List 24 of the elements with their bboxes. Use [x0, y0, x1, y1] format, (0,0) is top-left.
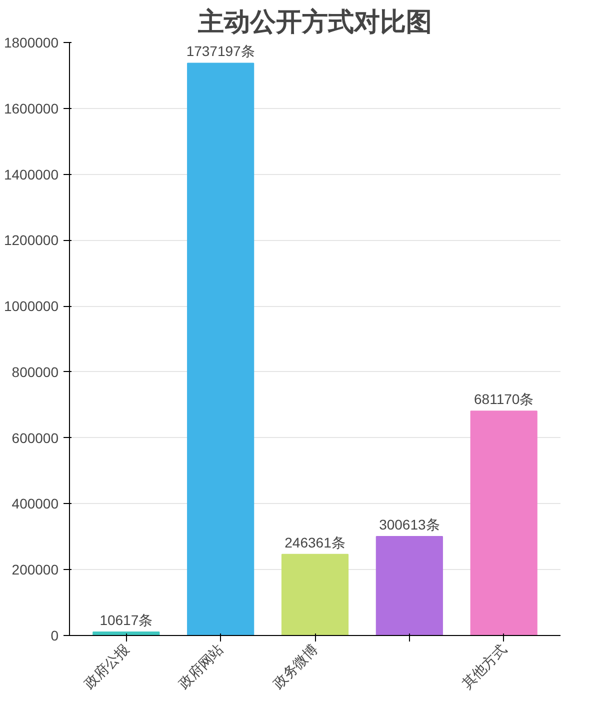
x-tick-label: 政务微博 [270, 640, 321, 692]
y-tick-label: 1600000 [4, 100, 59, 116]
data-label: 681170条 [474, 391, 534, 408]
y-tick-label: 400000 [12, 496, 59, 512]
x-tick-label: 政府网站 [175, 640, 226, 692]
bar [470, 410, 538, 636]
y-tick-label: 1800000 [4, 34, 59, 50]
bar [187, 62, 254, 636]
y-tick-label: 200000 [12, 562, 59, 578]
bar [281, 554, 349, 636]
y-tick-label: 1200000 [4, 232, 59, 248]
data-label: 1737197条 [186, 43, 255, 60]
bar [376, 536, 443, 636]
data-label: 300613条 [379, 516, 440, 532]
y-tick-label: 0 [50, 628, 59, 644]
x-tick-label: 政府公报 [80, 640, 132, 692]
data-label: 246361条 [284, 534, 346, 550]
y-tick-label: 1400000 [4, 166, 59, 182]
x-tick-label: 其他方式 [458, 640, 510, 692]
data-label: 10617条 [100, 612, 153, 628]
y-tick-label: 800000 [12, 364, 59, 380]
chart-title: 主动公开方式对比图 [197, 8, 432, 38]
y-tick-label: 600000 [12, 430, 59, 446]
y-tick-label: 1000000 [4, 298, 59, 314]
